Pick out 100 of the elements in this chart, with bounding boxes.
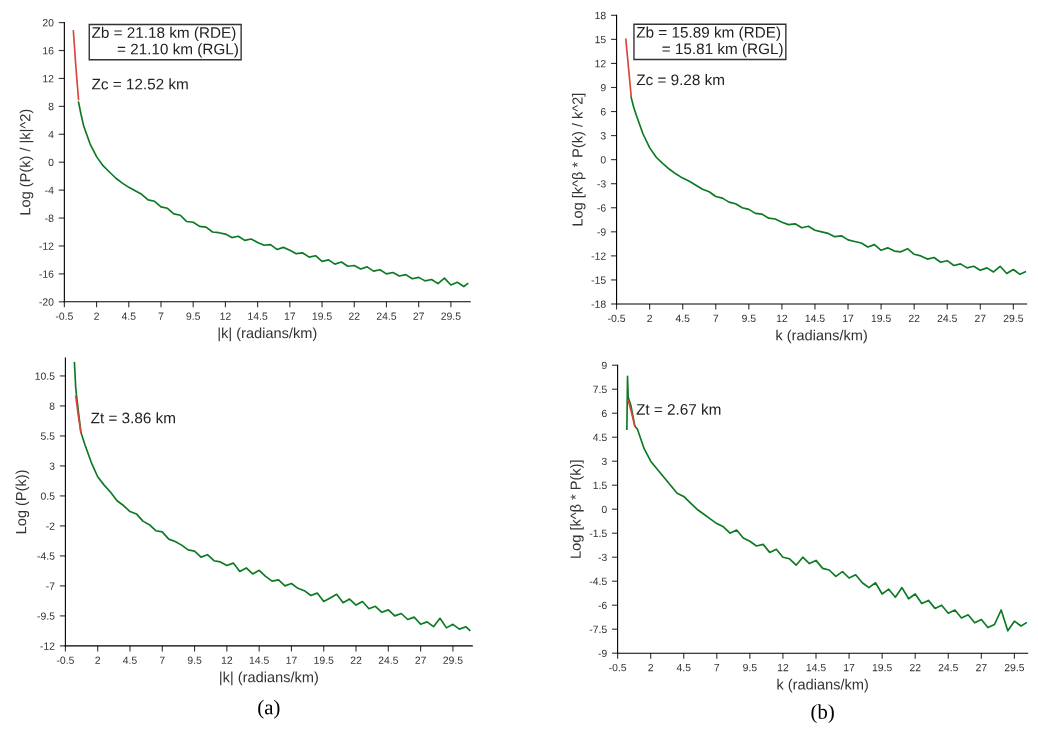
line-series: [77, 101, 469, 288]
y-tick-label: 12: [43, 74, 54, 83]
y-tick-label: -8: [45, 214, 54, 222]
y-tick-label: -16: [39, 270, 54, 278]
y-tick-label: -12: [591, 252, 606, 260]
x-tick-label: 12: [776, 314, 788, 322]
annotation: Zt = 2.67 km: [636, 403, 721, 415]
line-series: [626, 375, 1028, 632]
x-tick-label: 22: [909, 663, 921, 672]
y-tick-label: -2: [46, 522, 55, 530]
x-tick-label: 2: [95, 656, 101, 664]
x-tick-label: 2: [647, 314, 653, 322]
x-tick-label: 29.5: [1004, 663, 1025, 672]
x-tick-label: 9.5: [186, 312, 200, 320]
y-axis-title: Log [k^β * P(k) / k^2]: [571, 93, 586, 226]
y-tick-label: -4: [45, 186, 54, 194]
y-tick-label: -15: [591, 276, 606, 284]
x-tick-label: 2: [648, 663, 654, 672]
x-tick-label: 7: [159, 656, 165, 664]
line-series: [630, 96, 1027, 276]
x-tick-label: 14.5: [248, 312, 268, 320]
x-tick-label: -0.5: [55, 312, 73, 320]
y-tick-label: -9: [598, 649, 607, 658]
x-tick-label: -0.5: [609, 663, 627, 672]
y-tick-label: -9.5: [37, 612, 55, 620]
y-tick-label: 9: [600, 83, 606, 92]
x-tick-label: 7: [714, 663, 720, 672]
y-tick-label: -7.5: [589, 625, 607, 634]
x-tick-label: 22: [908, 314, 920, 322]
x-tick-label: 9.5: [743, 663, 757, 672]
x-tick-label: 2: [94, 312, 99, 320]
y-tick-label: -6: [598, 601, 607, 610]
x-tick-label: 19.5: [314, 656, 334, 664]
y-tick-label: -20: [39, 298, 54, 306]
annotation: Zc = 12.52 km: [92, 78, 188, 90]
y-tick-label: -7: [46, 582, 55, 590]
x-tick-label: -0.5: [56, 656, 74, 664]
y-tick-label: 8: [48, 102, 54, 111]
x-tick-label: 4.5: [121, 312, 136, 320]
y-tick-label: 20: [42, 19, 54, 27]
x-tick-label: 17: [284, 312, 296, 320]
x-tick-label: 19.5: [871, 314, 891, 323]
y-tick-label: 0.5: [40, 492, 55, 500]
x-tick-label: 29.5: [441, 312, 461, 320]
x-tick-label: 24.5: [378, 656, 399, 664]
x-tick-label: 7: [158, 312, 164, 320]
y-tick-label: 3: [601, 457, 607, 466]
x-tick-label: 17: [844, 663, 855, 672]
x-tick-label: 9.5: [742, 314, 756, 323]
y-tick-label: 18: [595, 11, 606, 20]
x-tick-label: 4.5: [122, 656, 137, 664]
x-tick-label: 14.5: [249, 656, 269, 664]
x-tick-label: 9.5: [187, 656, 202, 664]
x-tick-label: 24.5: [938, 663, 958, 672]
y-tick-label: 3: [600, 132, 606, 140]
x-tick-label: 24.5: [376, 312, 397, 320]
y-tick-label: 6: [600, 108, 606, 116]
y-tick-label: -3: [597, 180, 606, 188]
y-tick-label: 4: [48, 130, 54, 139]
y-tick-label: 4.5: [592, 433, 607, 442]
x-tick-label: 19.5: [872, 663, 892, 672]
x-tick-label: 17: [843, 314, 854, 322]
text: (b): [811, 704, 834, 724]
y-axis-title: Log [k^β * P(k)]: [570, 460, 584, 558]
x-tick-label: 29.5: [443, 656, 463, 664]
y-tick-label: 10.5: [35, 372, 55, 380]
y-tick-label: 6: [601, 409, 607, 418]
x-tick-label: 27: [975, 314, 986, 322]
x-tick-label: 7: [713, 314, 719, 322]
y-tick-label: 0: [600, 156, 606, 164]
line-series: [73, 361, 471, 632]
x-axis-title: k (radians/km): [776, 329, 867, 344]
x-axis-title: |k| (radians/km): [220, 671, 318, 686]
y-tick-label: 3: [49, 462, 55, 470]
y-tick-label: 5.5: [40, 432, 55, 440]
x-tick-label: 27: [413, 312, 424, 320]
x-tick-label: 12: [220, 312, 231, 320]
y-tick-label: -4.5: [589, 577, 607, 586]
x-tick-label: 4.5: [676, 663, 691, 672]
x-tick-label: 12: [777, 663, 789, 672]
y-tick-label: 7.5: [593, 385, 607, 394]
annotation: Zb = 21.18 km (RDE) = 21.10 km (RGL): [92, 26, 238, 58]
y-tick-label: -12: [40, 642, 55, 650]
y-tick-label: 1.5: [593, 481, 607, 490]
x-axis-title: k (radians/km): [777, 678, 868, 693]
y-axis-title: Log (P(k) / |k|^2): [19, 109, 34, 215]
y-tick-label: 0: [601, 505, 607, 514]
y-tick-label: 15: [595, 35, 606, 44]
annotation: Zb = 15.89 km (RDE) = 15.81 km (RGL): [636, 26, 783, 58]
y-tick-label: -1.5: [589, 529, 607, 538]
y-tick-label: -18: [591, 300, 606, 308]
x-tick-label: 24.5: [937, 314, 957, 323]
x-tick-label: 4.5: [675, 314, 690, 323]
annotation: Zc = 9.28 km: [636, 74, 724, 86]
x-tick-label: 22: [348, 312, 360, 320]
x-tick-label: 27: [976, 663, 987, 672]
text: (a): [258, 699, 280, 719]
x-tick-label: 14.5: [806, 663, 826, 672]
x-axis-title: |k| (radians/km): [218, 327, 317, 342]
x-tick-label: 27: [415, 656, 426, 664]
